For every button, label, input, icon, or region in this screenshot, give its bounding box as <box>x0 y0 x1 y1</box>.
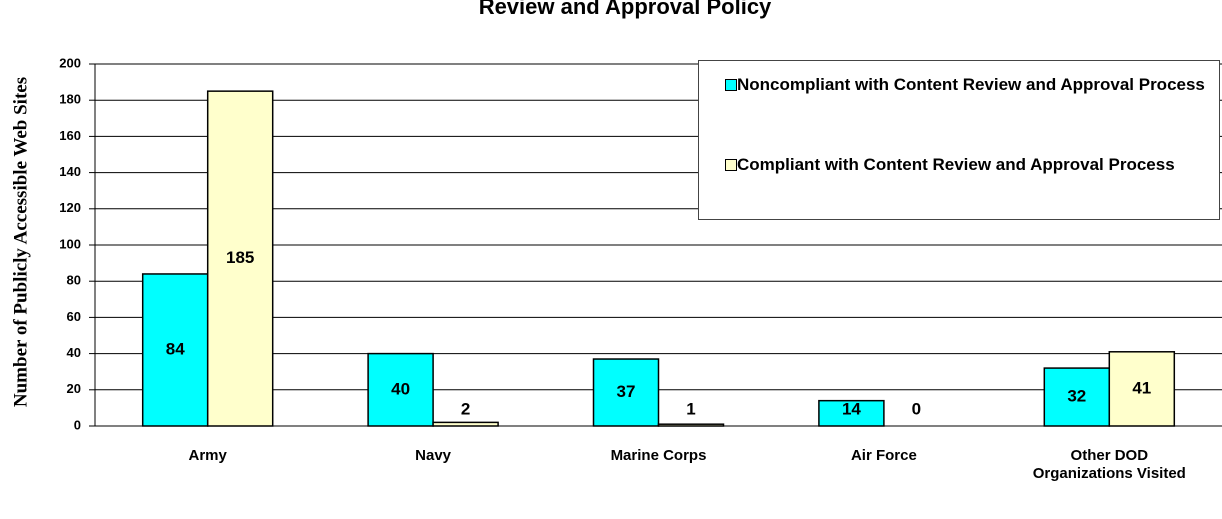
x-tick-label: Army <box>188 447 227 464</box>
legend-item: Noncompliant with Content Review and App… <box>725 75 1217 95</box>
bar <box>657 423 725 427</box>
x-tick-label: Navy <box>415 447 452 464</box>
data-label: 185 <box>226 248 254 267</box>
bar <box>432 421 499 427</box>
x-tick-label: Air Force <box>850 447 917 464</box>
y-tick-label: 40 <box>67 345 81 360</box>
data-label: 84 <box>166 339 185 358</box>
bar <box>206 90 274 427</box>
data-label: 40 <box>391 379 410 398</box>
data-label: 1 <box>686 399 695 418</box>
chart-title: Review and Approval Policy <box>479 0 772 19</box>
legend-label: Noncompliant with Content Review and App… <box>737 75 1205 94</box>
legend-swatch <box>725 159 737 171</box>
data-label: 0 <box>912 399 921 418</box>
bar <box>367 352 434 427</box>
data-label: 41 <box>1132 378 1151 397</box>
y-tick-label: 20 <box>67 381 81 396</box>
data-label: 14 <box>842 399 861 418</box>
x-tick-label: Other DOD Organizations Visited <box>1032 447 1186 482</box>
y-tick-label: 60 <box>67 309 81 324</box>
legend-swatch <box>725 79 737 91</box>
legend-label: Compliant with Content Review and Approv… <box>737 155 1175 174</box>
y-tick-label: 0 <box>74 417 81 432</box>
bar <box>818 399 885 427</box>
bar <box>1108 351 1176 427</box>
data-label: 37 <box>617 382 636 401</box>
data-label: 32 <box>1067 387 1086 406</box>
y-tick-label: 100 <box>59 236 81 251</box>
y-tick-label: 120 <box>59 200 81 215</box>
y-tick-label: 160 <box>59 128 81 143</box>
legend: Noncompliant with Content Review and App… <box>698 60 1220 220</box>
legend-item: Compliant with Content Review and Approv… <box>725 155 1217 175</box>
bar <box>1043 367 1111 427</box>
y-tick-label: 180 <box>59 92 81 107</box>
x-tick-label: Marine Corps <box>610 447 707 464</box>
y-tick-label: 200 <box>59 55 81 70</box>
y-tick-label: 140 <box>59 164 81 179</box>
bar <box>592 358 660 427</box>
y-tick-label: 80 <box>67 273 81 288</box>
y-axis-label: Number of Publicly Accessible Web Sites <box>10 77 31 407</box>
data-label: 2 <box>461 399 470 418</box>
